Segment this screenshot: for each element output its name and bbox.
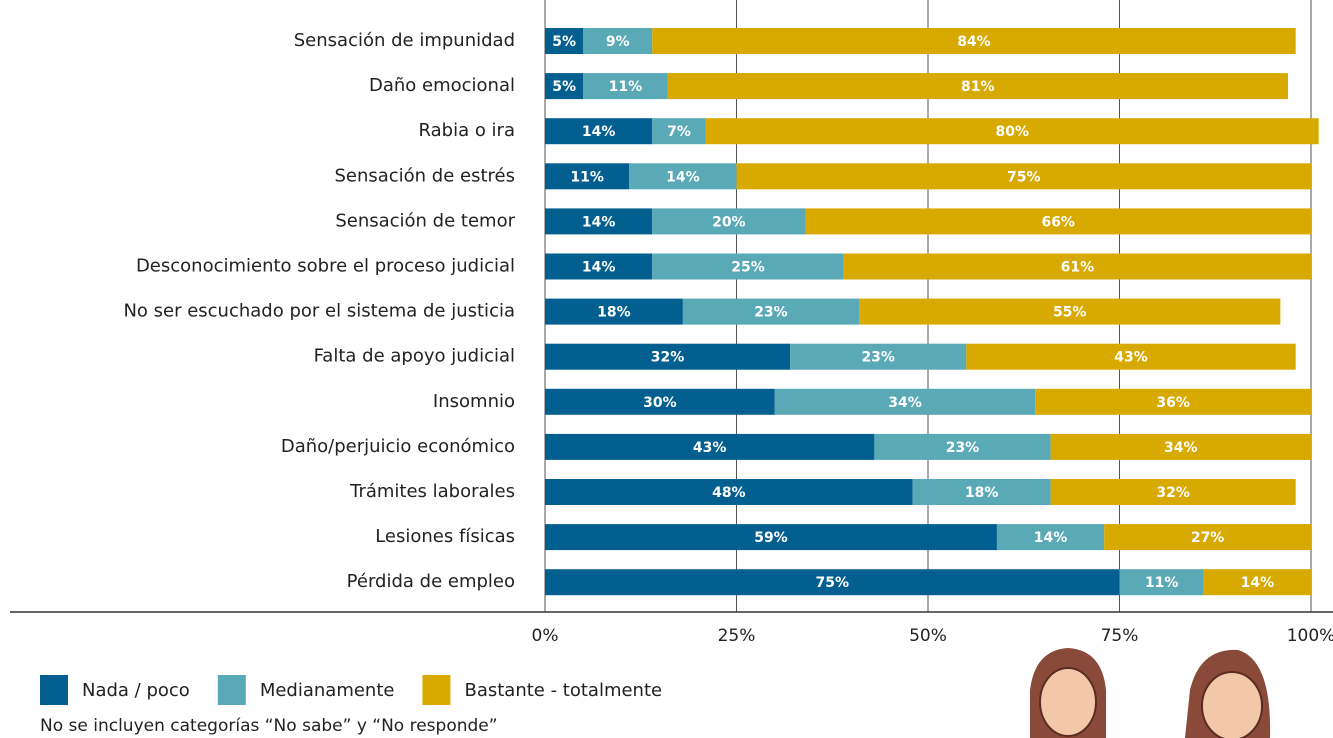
- value-label: 48%: [712, 485, 746, 501]
- value-label: 11%: [609, 79, 643, 95]
- value-label: 20%: [712, 214, 746, 230]
- chart: 0% 25% 50% 75% 100% Sensación de impunidad 5% 9…: [0, 0, 1333, 738]
- y-tick-label: Rabia o ira: [419, 120, 516, 141]
- value-label: 14%: [1241, 575, 1275, 591]
- plot-area: 0% 25% 50% 75% 100% Sensación de impunidad 5% 9…: [123, 0, 1333, 646]
- value-label: 5%: [552, 34, 576, 50]
- legend-swatch: [218, 675, 246, 705]
- value-label: 61%: [1061, 260, 1095, 276]
- value-label: 23%: [754, 305, 788, 321]
- value-label: 32%: [651, 350, 685, 366]
- legend-label: Medianamente: [260, 680, 395, 701]
- y-tick-label: Insomnio: [433, 391, 515, 412]
- y-tick-label: Falta de apoyo judicial: [314, 346, 515, 367]
- y-tick-label: Sensación de impunidad: [294, 30, 515, 51]
- value-label: 5%: [552, 79, 576, 95]
- value-label: 84%: [957, 34, 991, 50]
- x-tick-label: 0%: [532, 626, 559, 646]
- value-label: 18%: [965, 485, 999, 501]
- x-tick-label: 25%: [718, 626, 756, 646]
- value-label: 23%: [946, 440, 980, 456]
- y-tick-label: Daño/perjuicio económico: [281, 436, 515, 457]
- value-label: 14%: [582, 214, 616, 230]
- y-tick-label: Daño emocional: [369, 75, 515, 96]
- value-label: 81%: [961, 79, 995, 95]
- value-label: 7%: [667, 124, 691, 140]
- legend-swatch: [40, 675, 68, 705]
- value-label: 34%: [888, 395, 922, 411]
- value-label: 30%: [643, 395, 677, 411]
- page: 0% 25% 50% 75% 100% Sensación de impunidad 5% 9…: [0, 0, 1333, 738]
- face: [1202, 672, 1262, 738]
- value-label: 14%: [666, 169, 700, 185]
- y-tick-label: Lesiones físicas: [375, 526, 515, 547]
- value-label: 34%: [1164, 440, 1198, 456]
- value-label: 32%: [1156, 485, 1190, 501]
- value-label: 23%: [861, 350, 895, 366]
- value-label: 14%: [582, 260, 616, 276]
- x-tick-label: 100%: [1287, 626, 1333, 646]
- y-tick-label: No ser escuchado por el sistema de justi…: [123, 301, 515, 322]
- illustration: [1030, 648, 1270, 738]
- value-label: 75%: [1007, 169, 1041, 185]
- value-label: 11%: [1145, 575, 1179, 591]
- value-label: 80%: [996, 124, 1030, 140]
- value-label: 55%: [1053, 305, 1087, 321]
- value-label: 43%: [1114, 350, 1148, 366]
- value-label: 27%: [1191, 530, 1225, 546]
- legend-swatch: [422, 675, 450, 705]
- y-tick-label: Desconocimiento sobre el proceso judicia…: [136, 256, 515, 277]
- value-label: 36%: [1156, 395, 1190, 411]
- value-label: 18%: [597, 305, 631, 321]
- value-label: 11%: [570, 169, 604, 185]
- legend-label: Nada / poco: [82, 680, 190, 701]
- y-tick-label: Sensación de temor: [335, 210, 515, 231]
- y-tick-label: Pérdida de empleo: [347, 571, 515, 592]
- face: [1040, 668, 1096, 736]
- x-tick-label: 75%: [1101, 626, 1139, 646]
- legend-label: Bastante - totalmente: [464, 680, 662, 701]
- value-label: 75%: [815, 575, 849, 591]
- value-label: 59%: [754, 530, 788, 546]
- value-label: 14%: [582, 124, 616, 140]
- value-label: 43%: [693, 440, 727, 456]
- footnote: No se incluyen categorías “No sabe” y “N…: [40, 716, 498, 736]
- value-label: 66%: [1041, 214, 1075, 230]
- y-tick-label: Sensación de estrés: [334, 165, 515, 186]
- x-tick-label: 50%: [909, 626, 947, 646]
- value-label: 14%: [1034, 530, 1068, 546]
- value-label: 9%: [606, 34, 630, 50]
- y-tick-label: Trámites laborales: [349, 481, 515, 502]
- value-label: 25%: [731, 260, 765, 276]
